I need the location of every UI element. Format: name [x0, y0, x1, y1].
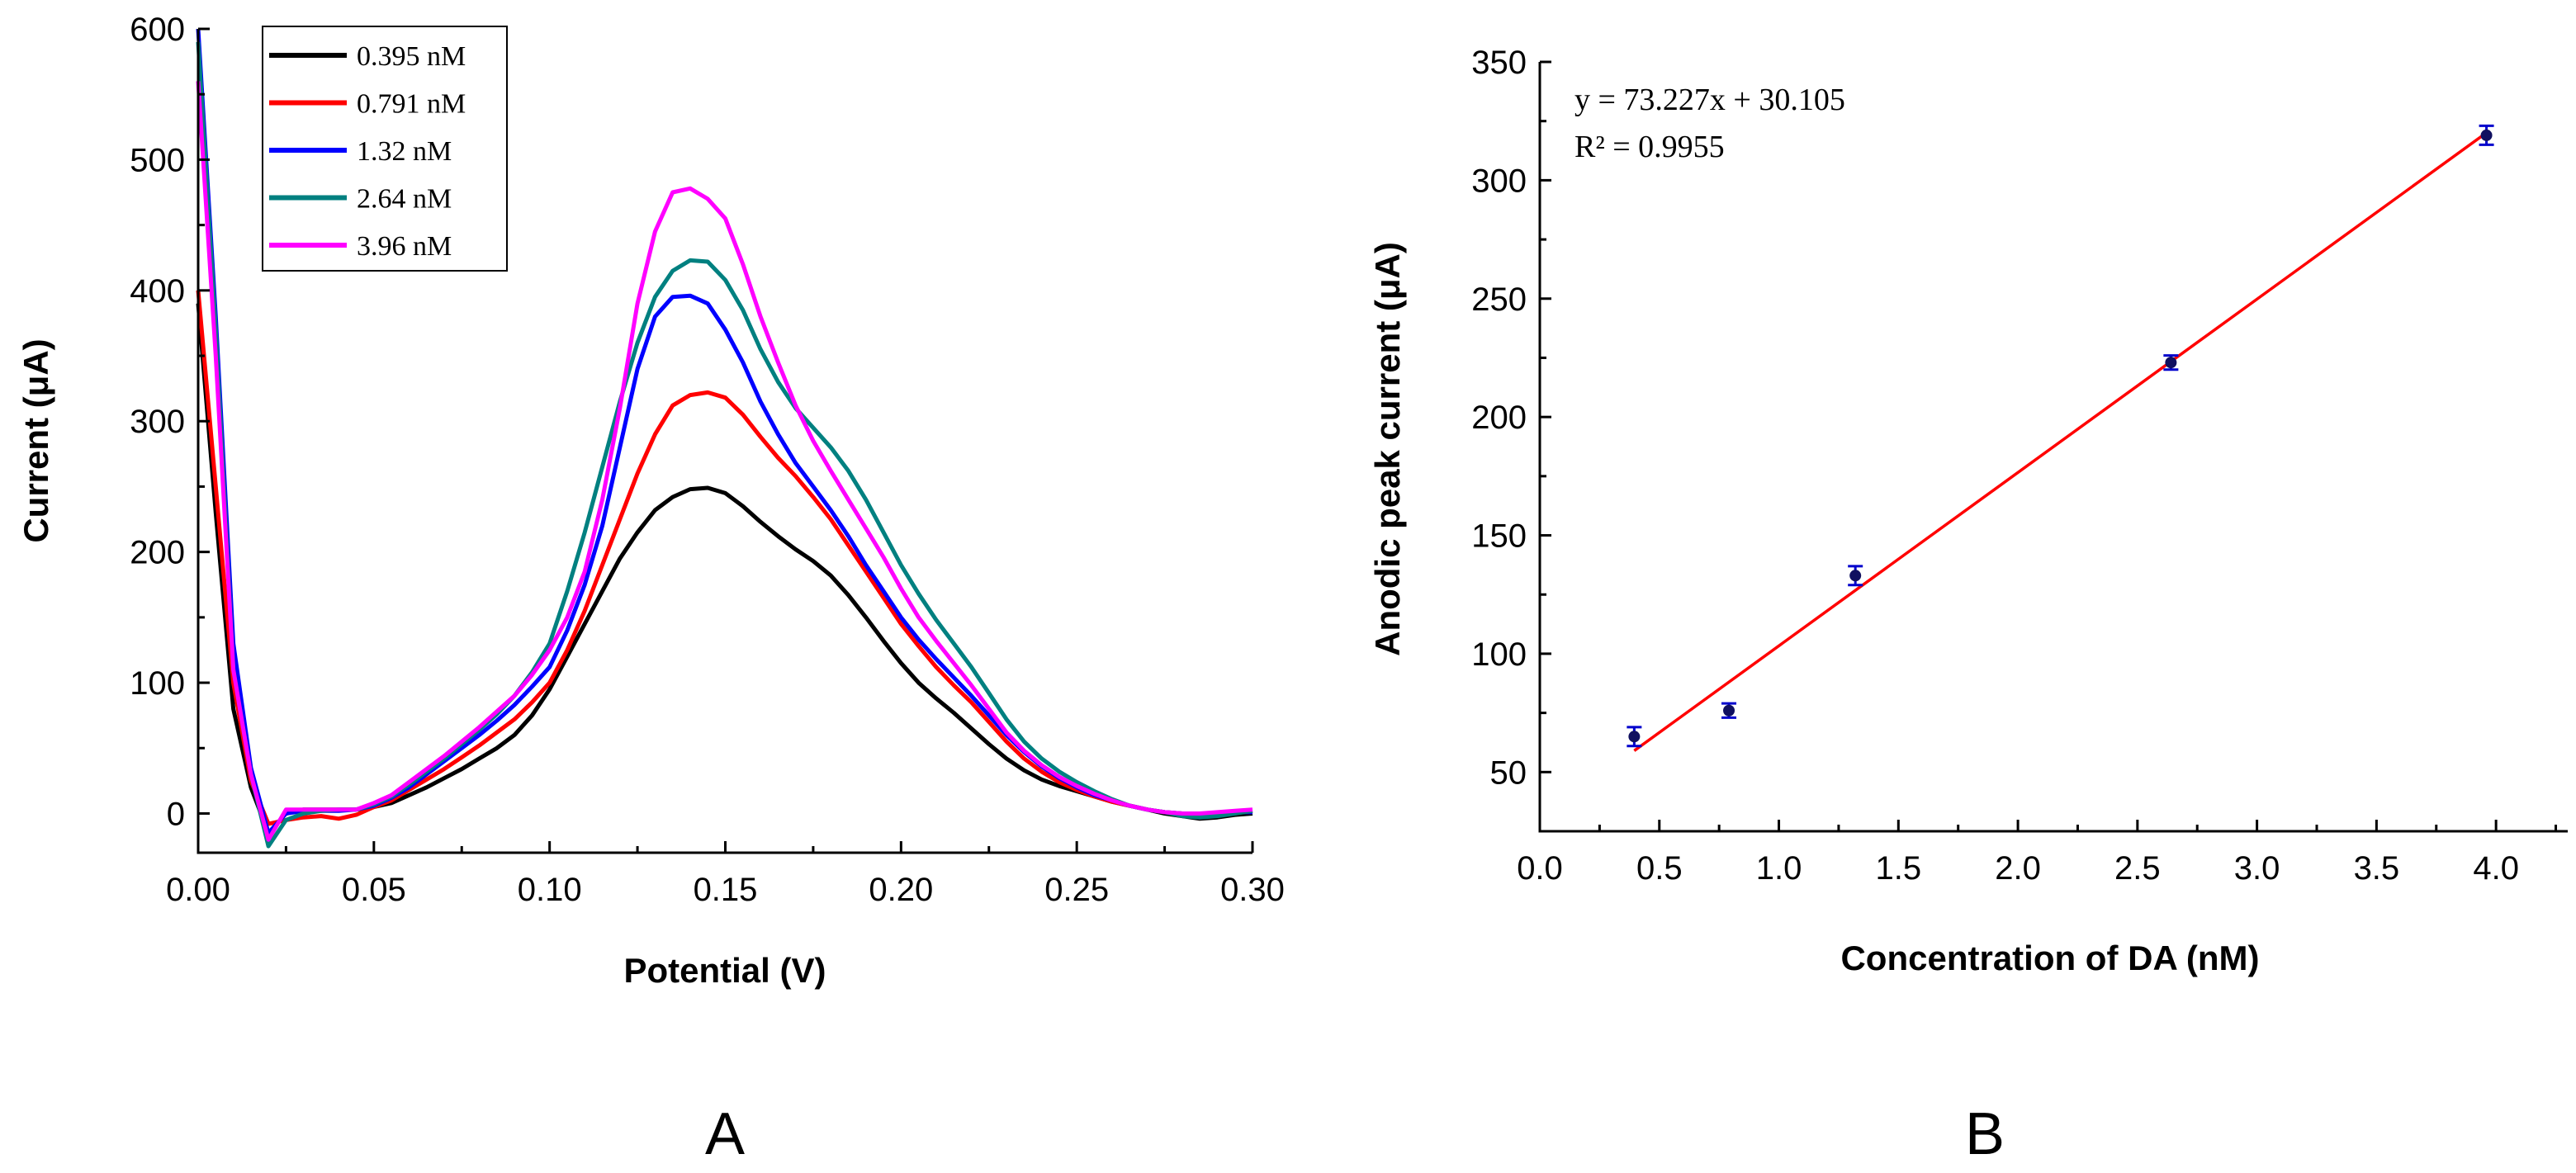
- chart-b-y-tick-label: 200: [1471, 400, 1527, 436]
- chart-a-x-tick-label: 0.25: [1044, 872, 1109, 908]
- chart-b-point-0: [1627, 726, 1642, 748]
- chart-a-series-group: [196, 28, 1253, 849]
- chart-a-y-tick-label: 0: [167, 796, 185, 832]
- chart-b-x-tick-label: 0.5: [1636, 850, 1683, 887]
- chart-a-y-tick-label: 500: [130, 142, 185, 178]
- chart-a-x-tick-label: 0.15: [694, 872, 758, 908]
- chart-b-y-axis-title: Anodic peak current (μA): [1368, 242, 1407, 656]
- chart-a: 0.00 0.05 0.10 0.15 0.20 0.25 0.30 0 100 200 300 4…: [17, 12, 1285, 1167]
- chart-a-y-ticks: 0 100 200 300 400 500 600: [130, 12, 210, 832]
- chart-a-plot-area: 0.00 0.05 0.10 0.15 0.20 0.25 0.30 0 100 200 300 4…: [130, 12, 1285, 908]
- chart-a-series-line-0: [196, 303, 1253, 835]
- chart-b-x-tick-label: 3.0: [2234, 850, 2280, 887]
- chart-a-x-tick-label: 0.05: [342, 872, 406, 908]
- chart-b-y-tick-label: 50: [1490, 754, 1527, 791]
- chart-a-x-tick-label: 0.00: [166, 872, 230, 908]
- chart-b-y-ticks: 50 100 150 200 250 300 350: [1471, 45, 1551, 791]
- chart-b-x-tick-label: 1.0: [1756, 850, 1802, 887]
- chart-b: 0.0 0.5 1.0 1.5 2.0 2.5 3.0 3.5 4.0 50 100 150 200 2…: [1368, 45, 2568, 1167]
- chart-a-y-tick-label: 200: [130, 535, 185, 571]
- chart-b-point-marker: [1628, 731, 1641, 743]
- chart-b-x-tick-label: 2.5: [2114, 850, 2161, 887]
- chart-b-x-tick-label: 3.5: [2354, 850, 2400, 887]
- chart-a-legend-label-0: 0.395 nM: [357, 41, 466, 72]
- chart-a-series-line-4: [196, 81, 1253, 842]
- chart-b-point-3: [2163, 354, 2179, 371]
- chart-a-legend-label-2: 1.32 nM: [357, 136, 452, 167]
- chart-b-point-marker: [1849, 570, 1862, 582]
- chart-b-point-1: [1721, 702, 1737, 719]
- chart-a-legend-label-3: 2.64 nM: [357, 184, 452, 215]
- chart-b-point-4: [2479, 124, 2494, 146]
- chart-a-panel-label: A: [705, 1101, 745, 1167]
- chart-a-y-tick-label: 300: [130, 404, 185, 440]
- chart-b-x-axis-title: Concentration of DA (nM): [1840, 939, 2259, 977]
- chart-a-series-line-1: [196, 290, 1253, 826]
- chart-a-x-tick-label: 0.20: [869, 872, 933, 908]
- chart-b-point-marker: [1723, 704, 1735, 717]
- chart-b-y-tick-label: 300: [1471, 163, 1527, 199]
- chart-a-y-axis-title: Current (μA): [17, 338, 55, 542]
- chart-b-point-marker: [2480, 129, 2493, 141]
- chart-a-y-tick-label: 600: [130, 12, 185, 48]
- chart-b-points-group: [1627, 124, 2494, 748]
- chart-b-plot-area: 0.0 0.5 1.0 1.5 2.0 2.5 3.0 3.5 4.0 50 100 150 200 2…: [1471, 45, 2568, 887]
- chart-b-equation: y = 73.227x + 30.105: [1574, 83, 1845, 117]
- chart-b-fit-line: [1633, 131, 2488, 752]
- chart-b-x-tick-label: 1.5: [1875, 850, 1921, 887]
- chart-a-legend-label-4: 3.96 nM: [357, 231, 452, 262]
- chart-b-r-squared: R² = 0.9955: [1574, 130, 1725, 164]
- chart-b-point-marker: [2165, 357, 2177, 369]
- chart-a-legend: 0.395 nM 0.791 nM 1.32 nM 2.64 nM 3.96 nM: [262, 26, 508, 272]
- chart-a-y-tick-label: 100: [130, 665, 185, 702]
- chart-a-legend-label-1: 0.791 nM: [357, 89, 466, 120]
- chart-b-x-ticks: 0.0 0.5 1.0 1.5 2.0 2.5 3.0 3.5 4.0: [1517, 820, 2558, 887]
- chart-a-x-axis-title: Potential (V): [623, 951, 826, 990]
- chart-b-x-tick-label: 2.0: [1995, 850, 2041, 887]
- chart-a-x-tick-label: 0.10: [518, 872, 582, 908]
- chart-b-point-2: [1848, 565, 1863, 587]
- chart-b-panel-label: B: [1965, 1101, 2005, 1167]
- chart-b-y-tick-label: 350: [1471, 45, 1527, 81]
- chart-a-y-tick-label: 400: [130, 273, 185, 310]
- chart-b-y-tick-label: 150: [1471, 518, 1527, 555]
- chart-a-x-tick-label: 0.30: [1220, 872, 1285, 908]
- chart-b-y-tick-label: 250: [1471, 281, 1527, 318]
- chart-b-x-tick-label: 4.0: [2473, 850, 2519, 887]
- chart-b-x-tick-label: 0.0: [1517, 850, 1563, 887]
- chart-a-x-ticks: 0.00 0.05 0.10 0.15 0.20 0.25 0.30: [166, 841, 1285, 908]
- chart-b-y-tick-label: 100: [1471, 636, 1527, 673]
